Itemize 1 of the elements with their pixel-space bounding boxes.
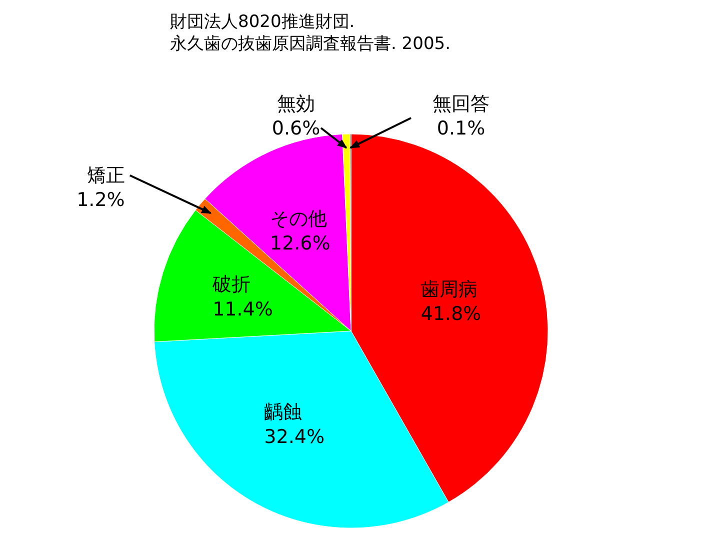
title: 財団法人8020推進財団. 永久歯の抜歯原因調査報告書. 2005. [170,12,450,54]
